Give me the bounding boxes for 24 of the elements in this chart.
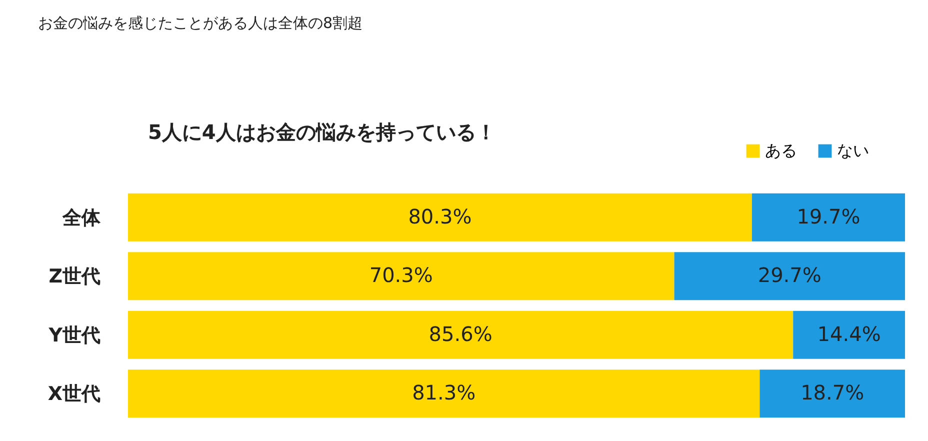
bar <box>128 252 674 300</box>
bar <box>128 193 752 242</box>
bar <box>760 370 905 418</box>
y-tick-label: X世代 <box>48 383 100 406</box>
legend-label: ある <box>765 141 797 160</box>
y-tick-label: 全体 <box>62 206 102 229</box>
text: 5人に4人はお金の悩みを持っている！ <box>148 120 496 144</box>
bar <box>674 252 905 300</box>
legend-label: ない <box>837 141 869 160</box>
data-label: 70.3% <box>369 263 433 288</box>
bar <box>128 310 794 359</box>
data-label: 18.7% <box>800 380 864 405</box>
data-label: 80.3% <box>408 204 472 228</box>
data-label: 19.7% <box>796 204 860 228</box>
y-tick-label: Z世代 <box>48 266 100 288</box>
bar <box>793 310 905 359</box>
chart-title: お金の悩みを感じたことがある人は全体の8割超 <box>38 14 363 32</box>
bar <box>752 193 905 242</box>
y-tick-label: Y世代 <box>48 324 100 346</box>
data-label: 81.3% <box>412 380 476 405</box>
data-label: 14.4% <box>817 322 881 346</box>
data-label: 85.6% <box>428 322 492 346</box>
bar <box>128 370 760 418</box>
data-label: 29.7% <box>758 263 822 288</box>
